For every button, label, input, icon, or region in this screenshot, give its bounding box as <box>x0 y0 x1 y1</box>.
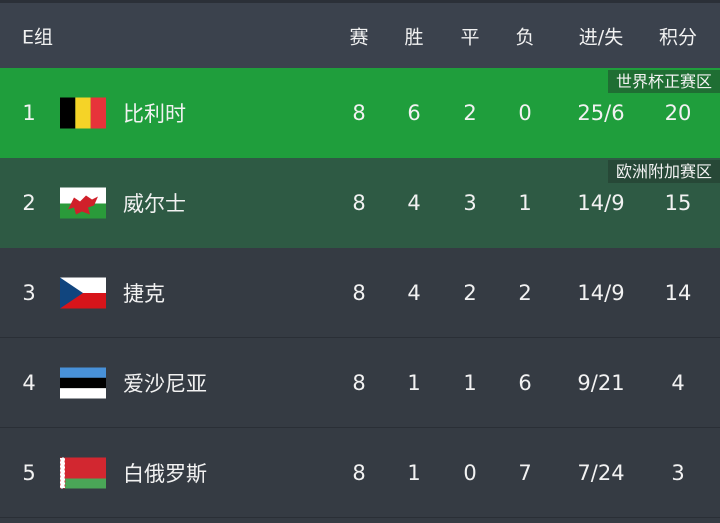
points: 4 <box>671 370 685 395</box>
rank: 3 <box>22 280 36 305</box>
team-name[interactable]: 白俄罗斯 <box>123 461 207 486</box>
table-row[interactable]: 世界杯正赛区 1 比利时 8 6 2 0 25/6 20 <box>0 68 720 158</box>
col-drawn: 平 <box>460 26 480 48</box>
group-label: E组 <box>22 26 54 48</box>
points: 14 <box>664 280 692 305</box>
zone-badge: 世界杯正赛区 <box>607 70 720 93</box>
lost: 6 <box>518 370 532 395</box>
goals: 25/6 <box>577 101 625 125</box>
col-points: 积分 <box>658 26 698 48</box>
zone-badge: 欧洲附加赛区 <box>607 160 720 183</box>
won: 4 <box>407 191 421 215</box>
drawn: 0 <box>463 460 477 485</box>
belgium-flag-icon <box>60 97 106 129</box>
rank: 4 <box>22 370 36 395</box>
col-played: 赛 <box>349 26 369 48</box>
lost: 0 <box>518 101 532 125</box>
played: 8 <box>352 280 366 305</box>
czech-flag-icon <box>60 277 106 308</box>
rank: 1 <box>22 101 36 125</box>
drawn: 2 <box>463 101 477 125</box>
estonia-flag-icon <box>60 367 106 398</box>
team-name[interactable]: 比利时 <box>123 102 186 126</box>
points: 3 <box>671 460 685 485</box>
table-row[interactable]: 欧洲附加赛区 2 威尔士 8 4 3 1 14/9 15 <box>0 158 720 248</box>
goals: 14/9 <box>577 280 625 305</box>
lost: 7 <box>518 460 532 485</box>
col-won: 胜 <box>404 26 424 48</box>
goals: 7/24 <box>577 460 625 485</box>
goals: 9/21 <box>577 370 625 395</box>
drawn: 1 <box>463 370 477 395</box>
won: 1 <box>407 460 421 485</box>
table-header: E组 赛 胜 平 负 进/失 积分 <box>0 3 720 68</box>
rank: 5 <box>22 460 36 485</box>
goals: 14/9 <box>577 191 625 215</box>
won: 6 <box>407 101 421 125</box>
points: 20 <box>664 101 692 125</box>
team-name[interactable]: 捷克 <box>123 281 165 306</box>
played: 8 <box>352 460 366 485</box>
team-name[interactable]: 爱沙尼亚 <box>123 371 207 396</box>
points: 15 <box>664 191 692 215</box>
lost: 2 <box>518 280 532 305</box>
drawn: 3 <box>463 191 477 215</box>
rank: 2 <box>22 191 36 215</box>
team-name[interactable]: 威尔士 <box>123 192 186 216</box>
wales-flag-icon <box>60 187 106 219</box>
played: 8 <box>352 191 366 215</box>
table-row[interactable]: 4 爱沙尼亚 8 1 1 6 9/21 4 <box>0 338 720 428</box>
played: 8 <box>352 370 366 395</box>
table-row[interactable]: 5 白俄罗斯 8 1 0 7 7/24 3 <box>0 428 720 518</box>
top-divider <box>0 0 720 3</box>
col-goals: 进/失 <box>578 26 624 48</box>
lost: 1 <box>518 191 532 215</box>
won: 4 <box>407 280 421 305</box>
won: 1 <box>407 370 421 395</box>
table-row[interactable]: 3 捷克 8 4 2 2 14/9 14 <box>0 248 720 338</box>
belarus-flag-icon <box>59 456 106 489</box>
drawn: 2 <box>463 280 477 305</box>
played: 8 <box>352 101 366 125</box>
col-lost: 负 <box>515 26 535 48</box>
